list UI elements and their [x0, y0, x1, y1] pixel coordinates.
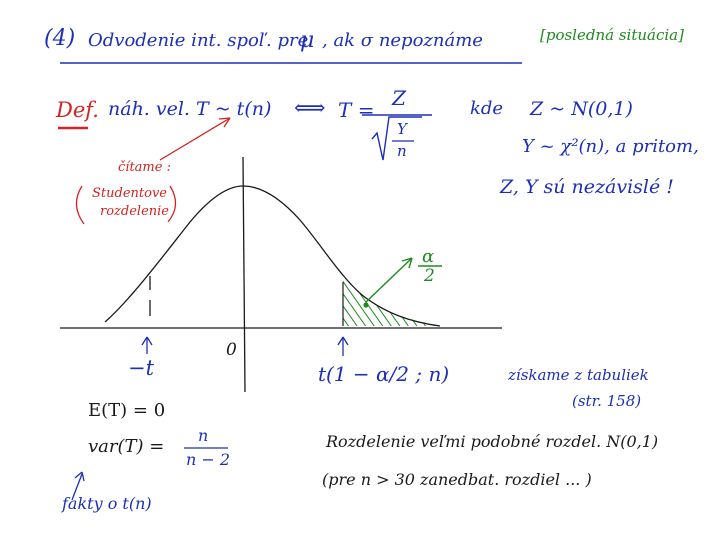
section-condition: , ak σ nepoznáme: [322, 30, 483, 51]
variance-formula: var(T) =: [88, 436, 165, 457]
def-cond-y: Y ~ χ²(n), a pritom,: [522, 136, 699, 157]
def-cond-z: Z ~ N(0,1): [530, 98, 633, 120]
def-root-num: Y: [397, 120, 407, 138]
facts-arrow: [71, 473, 83, 501]
remark-large-n: (pre n > 30 zanedbat. rozdiel ... ): [322, 470, 592, 489]
alpha-numerator: α: [422, 246, 435, 267]
green-arrow-head: [401, 257, 413, 269]
remark-similarity: Rozdelenie veľmi podobné rozdel. N(0,1): [326, 432, 659, 451]
section-number: (4): [44, 26, 76, 51]
tables-note: získame z tabuliek: [508, 366, 649, 384]
def-root-den: n: [397, 142, 407, 160]
alpha-denominator: 2: [424, 266, 435, 286]
facts-arrow-head: [74, 471, 85, 482]
def-iff: ⟺: [294, 96, 326, 121]
page-note: (str. 158): [572, 392, 642, 410]
t-quantile-label: t(1 − α/2 ; n): [318, 362, 450, 386]
arrow-t-right-head: [337, 336, 349, 346]
def-label: Def.: [56, 98, 99, 122]
right-tail-hatch: [343, 280, 438, 326]
origin-label: 0: [226, 340, 237, 360]
sqrt-sign: [371, 116, 422, 161]
red-note-reading: čítame :: [118, 160, 171, 175]
variance-numerator: n: [198, 426, 209, 445]
variance-denominator: n − 2: [186, 450, 231, 469]
red-arrow-head: [218, 117, 231, 128]
red-paren-right: [167, 185, 177, 223]
def-T-eq: T =: [338, 98, 375, 122]
def-kde: kde: [470, 98, 504, 119]
def-cond-indep: Z, Y sú nezávislé !: [500, 176, 674, 198]
tail-dot: [363, 302, 369, 308]
red-note-student: Studentove: [92, 186, 167, 201]
red-arrow-shaft: [159, 117, 231, 161]
facts-label: fakty o t(n): [62, 494, 152, 513]
def-numerator: Z: [392, 86, 406, 110]
arrow-minus-t-head: [141, 336, 153, 346]
expectation-formula: E(T) = 0: [88, 400, 166, 421]
red-paren-left: [75, 185, 85, 225]
situation-note: [posledná situácia]: [540, 26, 684, 44]
def-text: náh. vel. T ~ t(n): [108, 98, 272, 120]
y-axis: [242, 156, 246, 393]
section-title: Odvodenie int. spoľ. pre: [88, 30, 309, 51]
green-arrow-shaft: [365, 257, 413, 303]
red-note-distribution: rozdelenie: [100, 204, 169, 219]
mu-symbol: μ: [300, 28, 315, 53]
minus-t-label: −t: [128, 356, 155, 380]
